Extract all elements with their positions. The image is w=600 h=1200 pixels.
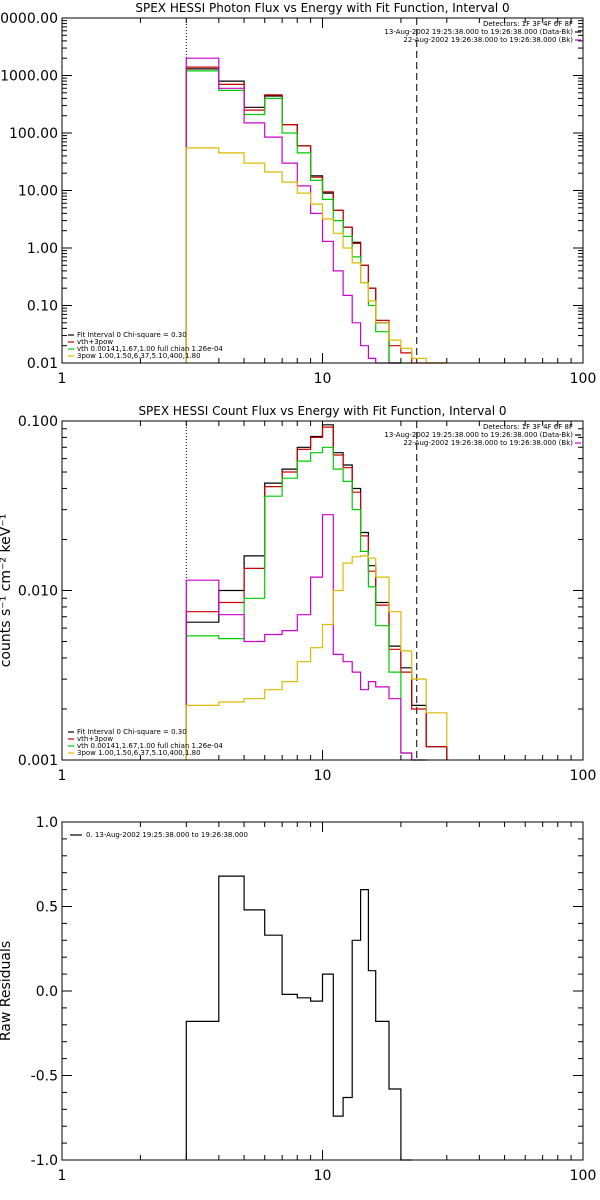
fit-legend-text: Fit Interval 0 Chi-square = 0.30 bbox=[77, 728, 187, 736]
y-tick-label: 0.01 bbox=[27, 356, 58, 372]
series-0-line bbox=[185, 424, 448, 760]
y-tick-label: 0.0 bbox=[36, 984, 58, 1000]
y-axis-label: counts s⁻¹ cm⁻² keV⁻¹ bbox=[0, 514, 14, 668]
x-tick-label: 1 bbox=[58, 768, 67, 784]
series-0-line bbox=[185, 875, 412, 1161]
legend-text: 0. 13-Aug-2002 19:25:38.000 to 19:26:38.… bbox=[86, 831, 248, 839]
y-tick-label: -1.0 bbox=[31, 1153, 58, 1169]
plot-frame bbox=[61, 821, 584, 1161]
x-tick-label: 10 bbox=[314, 768, 332, 784]
y-tick-label: 0.100 bbox=[18, 414, 58, 430]
fit-legend-text: 3pow 1.00,1.50,6.37,5.10,400,1.80 bbox=[77, 749, 201, 757]
series-4-line bbox=[185, 147, 447, 364]
header-line: 13-Aug-2002 19:25:38.000 to 19:26:38.000… bbox=[384, 28, 573, 36]
x-tick-label: 10 bbox=[314, 1168, 332, 1184]
chart-title: SPEX HESSI Photon Flux vs Energy with Fi… bbox=[135, 1, 509, 15]
y-tick-label: 1.00 bbox=[27, 241, 58, 257]
series-0-line bbox=[185, 68, 401, 364]
header-line: 13-Aug-2002 19:25:38.000 to 19:26:38.000… bbox=[384, 431, 573, 439]
y-tick-label: 100.00 bbox=[9, 126, 58, 142]
x-tick-label: 100 bbox=[570, 768, 597, 784]
fit-legend-text: vth+3pow bbox=[77, 735, 113, 743]
header-line: Detectors: 1F 3F 4F 6F 8F bbox=[483, 423, 573, 431]
fit-legend-text: vth+3pow bbox=[77, 338, 113, 346]
x-tick-label: 100 bbox=[570, 371, 597, 387]
chart-title: SPEX HESSI Count Flux vs Energy with Fit… bbox=[138, 404, 506, 418]
header-line: 22-Aug-2002 19:26:38.000 to 19:26:38.000… bbox=[403, 36, 573, 44]
x-tick-label: 1 bbox=[58, 371, 67, 387]
y-tick-label: 1000.00 bbox=[0, 69, 58, 85]
series-1-line bbox=[185, 426, 448, 760]
x-tick-label: 10 bbox=[314, 371, 332, 387]
plot-frame bbox=[61, 420, 584, 761]
y-tick-label: 0.001 bbox=[18, 753, 58, 769]
x-tick-label: 100 bbox=[570, 1168, 597, 1184]
fit-legend-text: vth 0.00141,1.67,1.00 full chian 1.26e-0… bbox=[77, 742, 223, 750]
series-1-line bbox=[185, 66, 447, 364]
y-tick-label: 0.010 bbox=[18, 584, 58, 600]
y-tick-label: -0.5 bbox=[31, 1069, 58, 1085]
series-2-line bbox=[185, 446, 427, 761]
x-tick-label: 1 bbox=[58, 1168, 67, 1184]
plot-frame bbox=[61, 17, 584, 364]
y-tick-label: 0.5 bbox=[36, 900, 58, 916]
series-4-line bbox=[185, 555, 448, 760]
y-tick-label: 1.0 bbox=[36, 815, 58, 831]
series-3-line bbox=[185, 514, 427, 761]
series-3-line bbox=[185, 57, 401, 364]
fit-legend-text: 3pow 1.00,1.50,6.37,5.10,400,1.80 bbox=[77, 352, 201, 360]
header-line: Detectors: 1F 3F 4F 6F 8F bbox=[483, 20, 573, 28]
fit-legend-text: Fit Interval 0 Chi-square = 0.30 bbox=[77, 331, 187, 339]
y-tick-label: 0.10 bbox=[27, 299, 58, 315]
header-line: 22-Aug-2002 19:26:38.000 to 19:26:38.000… bbox=[403, 439, 573, 447]
series-2-line bbox=[185, 70, 412, 364]
fit-legend-text: vth 0.00141,1.67,1.00 full chian 1.26e-0… bbox=[77, 345, 223, 353]
y-tick-label: 10.00 bbox=[18, 184, 58, 200]
y-axis-label: Raw Residuals bbox=[0, 941, 14, 1041]
